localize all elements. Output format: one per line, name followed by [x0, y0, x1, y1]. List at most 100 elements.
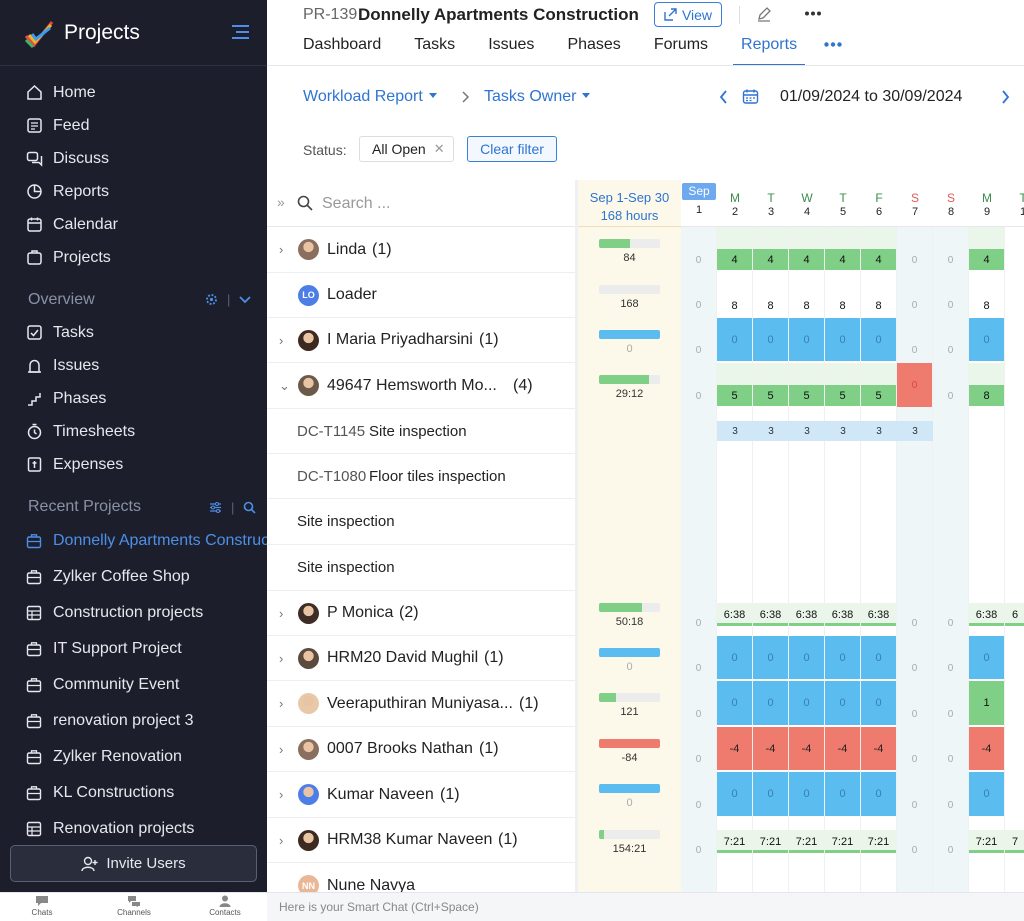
nav-discuss[interactable]: Discuss: [0, 142, 267, 175]
smart-chat-input[interactable]: Here is your Smart Chat (Ctrl+Space): [279, 900, 479, 914]
day-hours-cell[interactable]: 4: [717, 249, 752, 270]
day-hours-cell[interactable]: 0: [947, 300, 954, 312]
invite-users-button[interactable]: Invite Users: [10, 845, 257, 882]
day-hours-cell[interactable]: 0: [911, 663, 918, 675]
owner-row[interactable]: LO Loader: [267, 273, 575, 318]
day-hours-cell[interactable]: 0: [789, 681, 824, 725]
day-hours-cell[interactable]: -4: [789, 727, 824, 770]
day-hours-cell[interactable]: 5: [825, 385, 860, 406]
day-hours-cell[interactable]: 0: [947, 345, 954, 357]
day-hours-cell[interactable]: 0: [911, 618, 918, 630]
nav-expenses[interactable]: Expenses: [0, 448, 267, 481]
day-hours-cell[interactable]: 6:38: [831, 608, 854, 621]
day-hours-cell[interactable]: 7: [1011, 835, 1019, 848]
search-icon[interactable]: [243, 501, 256, 514]
filter-sliders-icon[interactable]: [209, 501, 222, 514]
day-hours-cell[interactable]: 7:21: [723, 835, 746, 848]
task-row[interactable]: DC-T1145 Site inspection: [267, 409, 575, 454]
contacts-button[interactable]: Contacts: [195, 895, 255, 917]
owner-row[interactable]: › 0007 Brooks Nathan (1): [267, 727, 575, 772]
day-hours-cell[interactable]: 8: [969, 385, 1004, 406]
day-hours-cell[interactable]: 0: [911, 300, 918, 312]
day-hours-cell[interactable]: -4: [717, 727, 752, 770]
nav-timesheets[interactable]: Timesheets: [0, 415, 267, 448]
day-hours-cell[interactable]: 5: [717, 385, 752, 406]
day-hours-cell[interactable]: 0: [861, 318, 896, 361]
day-hours-cell[interactable]: 0: [947, 800, 954, 811]
calendar-icon[interactable]: [742, 88, 759, 105]
day-hours-cell[interactable]: 0: [717, 681, 752, 725]
recent-project-item[interactable]: Renovation projects: [0, 811, 267, 847]
recent-project-item[interactable]: Community Event: [0, 667, 267, 703]
day-hours-cell[interactable]: 0: [695, 663, 702, 675]
day-hours-cell[interactable]: 6:38: [795, 608, 818, 621]
nav-projects[interactable]: Projects: [0, 241, 267, 274]
recent-project-item[interactable]: Zylker Renovation: [0, 739, 267, 775]
tab-reports[interactable]: Reports: [733, 36, 806, 66]
day-hours-cell[interactable]: 0: [911, 345, 918, 357]
day-hours-cell[interactable]: 0: [717, 636, 752, 679]
day-hours-cell[interactable]: 7:21: [795, 835, 818, 848]
day-hours-cell[interactable]: 0: [717, 318, 752, 361]
search-input[interactable]: [322, 192, 562, 216]
day-hours-cell[interactable]: 8: [839, 299, 846, 312]
day-hours-cell[interactable]: 0: [789, 772, 824, 816]
day-hours-cell[interactable]: 0: [753, 636, 788, 679]
recent-project-item[interactable]: Construction projects: [0, 595, 267, 631]
task-row[interactable]: Site inspection: [267, 499, 575, 545]
task-row[interactable]: DC-T1080 Floor tiles inspection: [267, 454, 575, 499]
day-hours-cell[interactable]: 0: [969, 772, 1004, 816]
day-hours-cell[interactable]: 0: [695, 800, 702, 811]
day-hours-cell[interactable]: 5: [789, 385, 824, 406]
day-hours-cell[interactable]: 0: [695, 391, 702, 402]
nav-issues[interactable]: Issues: [0, 349, 267, 382]
owner-row[interactable]: › P Monica (2): [267, 591, 575, 636]
day-hours-cell[interactable]: 0: [911, 845, 918, 857]
task-hours-cell[interactable]: 3: [897, 421, 933, 441]
tab-phases[interactable]: Phases: [567, 36, 621, 53]
recent-project-item[interactable]: IT Support Project: [0, 631, 267, 667]
day-hours-cell[interactable]: 8: [983, 299, 990, 312]
day-hours-cell[interactable]: 0: [695, 255, 702, 266]
owner-row[interactable]: › Linda (1): [267, 227, 575, 273]
day-hours-cell[interactable]: 0: [825, 318, 860, 361]
task-hours-cell[interactable]: 3: [825, 421, 861, 441]
day-hours-cell[interactable]: 0: [911, 255, 918, 266]
task-hours-cell[interactable]: 3: [789, 421, 825, 441]
day-hours-cell[interactable]: 0: [911, 800, 918, 811]
channels-button[interactable]: Channels: [104, 895, 164, 917]
view-button[interactable]: View: [654, 2, 722, 27]
day-hours-cell[interactable]: 8: [803, 299, 810, 312]
day-hours-cell[interactable]: 0: [717, 772, 752, 816]
expand-all-icon[interactable]: »: [277, 194, 285, 210]
day-hours-cell[interactable]: -4: [825, 727, 860, 770]
day-hours-cell[interactable]: 0: [897, 363, 932, 407]
task-hours-cell[interactable]: 3: [717, 421, 753, 441]
nav-phases[interactable]: Phases: [0, 382, 267, 415]
day-hours-cell[interactable]: 7:21: [759, 835, 782, 848]
tab-issues[interactable]: Issues: [488, 36, 535, 53]
collapse-menu-icon[interactable]: [232, 24, 250, 40]
day-hours-cell[interactable]: 0: [911, 709, 918, 720]
chevron-down-icon[interactable]: [239, 295, 252, 304]
day-hours-cell[interactable]: 0: [969, 636, 1004, 679]
day-hours-cell[interactable]: 6:38: [723, 608, 746, 621]
chevron-down-icon[interactable]: ⌄: [279, 377, 290, 393]
chevron-right-icon[interactable]: ›: [279, 605, 284, 621]
chevron-right-icon[interactable]: ›: [279, 787, 284, 802]
day-hours-cell[interactable]: 6:38: [867, 608, 890, 621]
chevron-right-icon[interactable]: ›: [279, 696, 284, 711]
nav-feed[interactable]: Feed: [0, 109, 267, 142]
day-hours-cell[interactable]: 0: [753, 772, 788, 816]
day-hours-cell[interactable]: 0: [947, 663, 954, 675]
day-hours-cell[interactable]: 0: [695, 345, 702, 357]
day-hours-cell[interactable]: 6: [1011, 608, 1019, 621]
day-hours-cell[interactable]: -4: [753, 727, 788, 770]
day-hours-cell[interactable]: 0: [695, 754, 702, 766]
prev-period-icon[interactable]: [719, 90, 728, 104]
day-hours-cell[interactable]: 0: [789, 318, 824, 361]
recent-project-item[interactable]: KL Constructions: [0, 775, 267, 811]
nav-calendar[interactable]: Calendar: [0, 208, 267, 241]
day-hours-cell[interactable]: 5: [861, 385, 896, 406]
nav-home[interactable]: Home: [0, 76, 267, 109]
